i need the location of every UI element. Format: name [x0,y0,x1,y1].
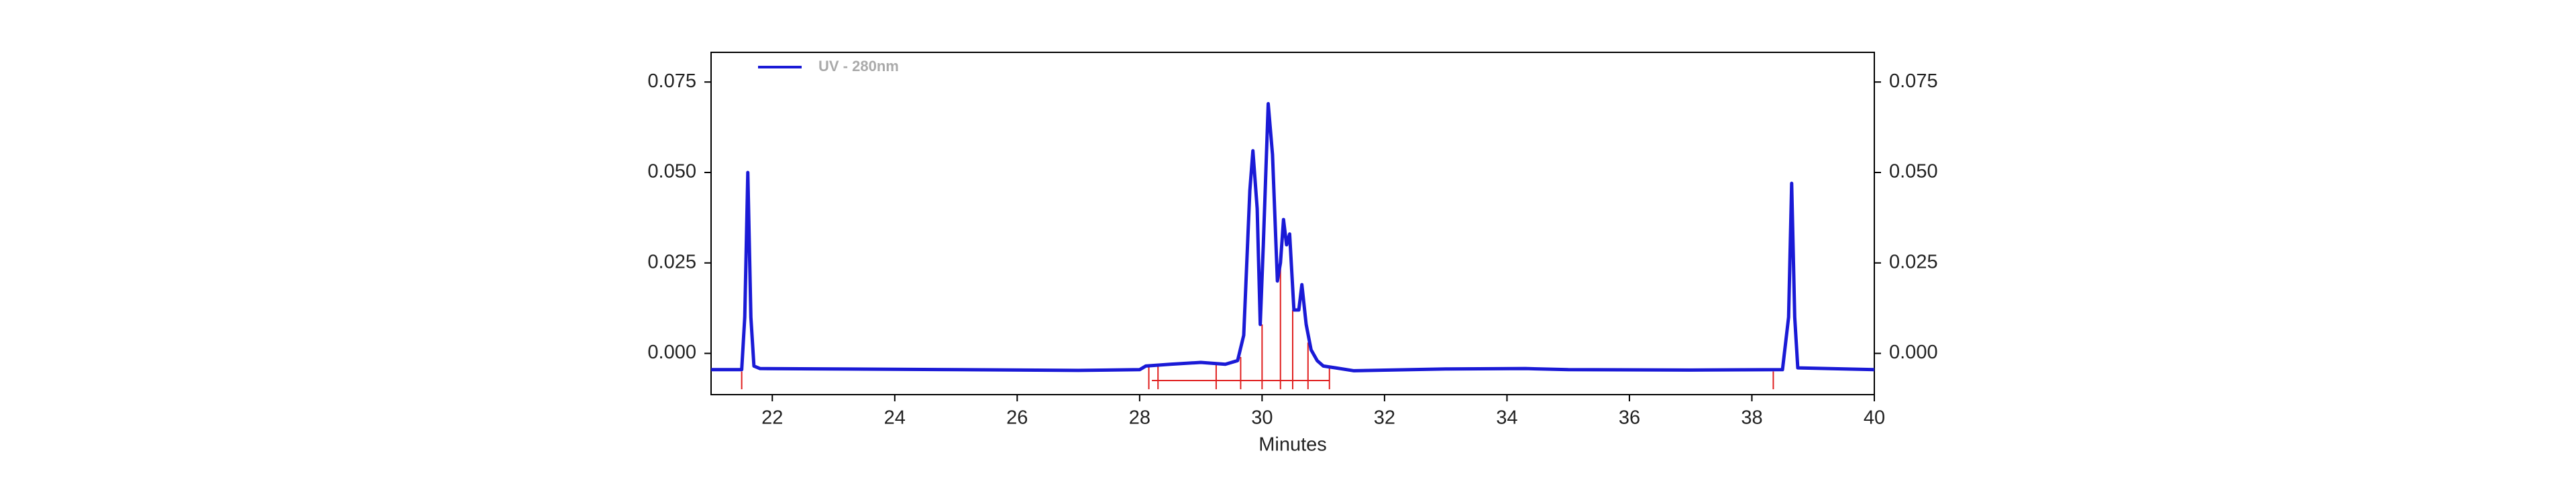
x-tick-label: 24 [884,407,906,429]
x-tick-label: 38 [1741,407,1762,429]
x-tick-label: 26 [1006,407,1028,429]
x-tick-label: 36 [1619,407,1640,429]
y-tick-label: 0.075 [647,70,696,92]
legend-label: UV - 280nm [818,58,899,74]
trace [711,102,1875,372]
x-tick-label: 32 [1374,407,1395,429]
y2-tick-label: 0.025 [1889,251,1938,272]
x-axis-label: Minutes [1258,434,1327,456]
y2-tick-label: 0.050 [1889,161,1938,183]
plot-frame [710,52,1875,395]
x-tick-label: 28 [1129,407,1150,429]
x-tick-label: 40 [1864,407,1885,429]
y-tick-label: 0.000 [647,342,696,363]
y-tick-label: 0.025 [647,251,696,272]
x-tick-label: 30 [1251,407,1273,429]
y-tick-label: 0.050 [647,161,696,183]
y2-tick-label: 0.000 [1889,342,1938,363]
x-tick-label: 22 [761,407,783,429]
x-tick-label: 34 [1496,407,1517,429]
y2-tick-label: 0.075 [1889,70,1938,92]
